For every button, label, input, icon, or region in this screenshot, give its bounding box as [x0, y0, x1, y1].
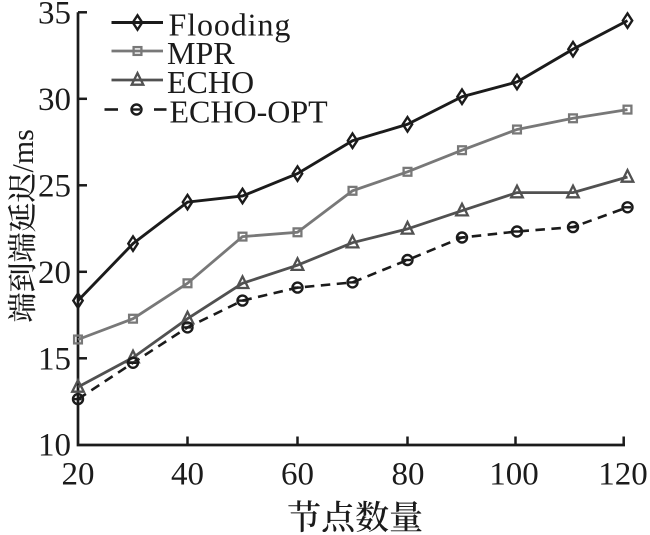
- svg-text:ECHO-OPT: ECHO-OPT: [170, 94, 329, 130]
- svg-text:15: 15: [38, 341, 71, 377]
- svg-text:30: 30: [38, 82, 71, 118]
- svg-text:100: 100: [489, 457, 539, 493]
- svg-text:20: 20: [38, 255, 71, 291]
- svg-text:25: 25: [38, 168, 71, 204]
- svg-text:Flooding: Flooding: [169, 7, 292, 43]
- svg-text:10: 10: [38, 428, 71, 464]
- svg-text:80: 80: [392, 457, 425, 493]
- svg-text:ECHO: ECHO: [167, 64, 254, 100]
- svg-text:40: 40: [171, 457, 204, 493]
- svg-text:35: 35: [38, 0, 71, 31]
- svg-text:MPR: MPR: [167, 35, 235, 71]
- svg-text:120: 120: [598, 457, 648, 493]
- svg-text:60: 60: [281, 457, 314, 493]
- svg-text:20: 20: [62, 457, 95, 493]
